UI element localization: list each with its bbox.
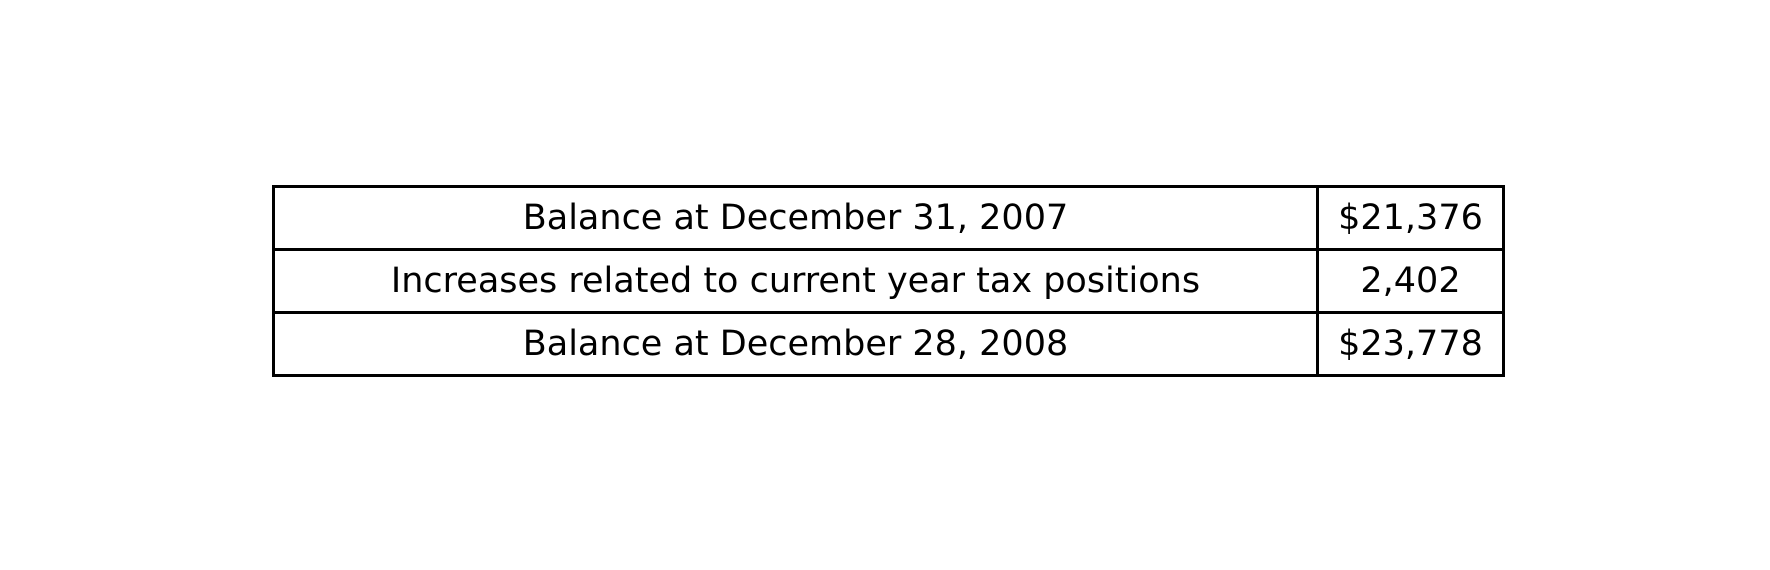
tax-balance-table-container: Balance at December 31, 2007 $21,376 Inc… [272,185,1505,377]
tax-balance-table: Balance at December 31, 2007 $21,376 Inc… [272,185,1505,377]
table-row: Increases related to current year tax po… [272,248,1505,314]
row-value: $21,376 [1316,185,1505,251]
row-label: Balance at December 31, 2007 [272,185,1319,251]
table-row: Balance at December 28, 2008 $23,778 [272,311,1505,377]
table-row: Balance at December 31, 2007 $21,376 [272,185,1505,251]
row-label: Increases related to current year tax po… [272,248,1319,314]
row-label: Balance at December 28, 2008 [272,311,1319,377]
row-value: $23,778 [1316,311,1505,377]
row-value: 2,402 [1316,248,1505,314]
